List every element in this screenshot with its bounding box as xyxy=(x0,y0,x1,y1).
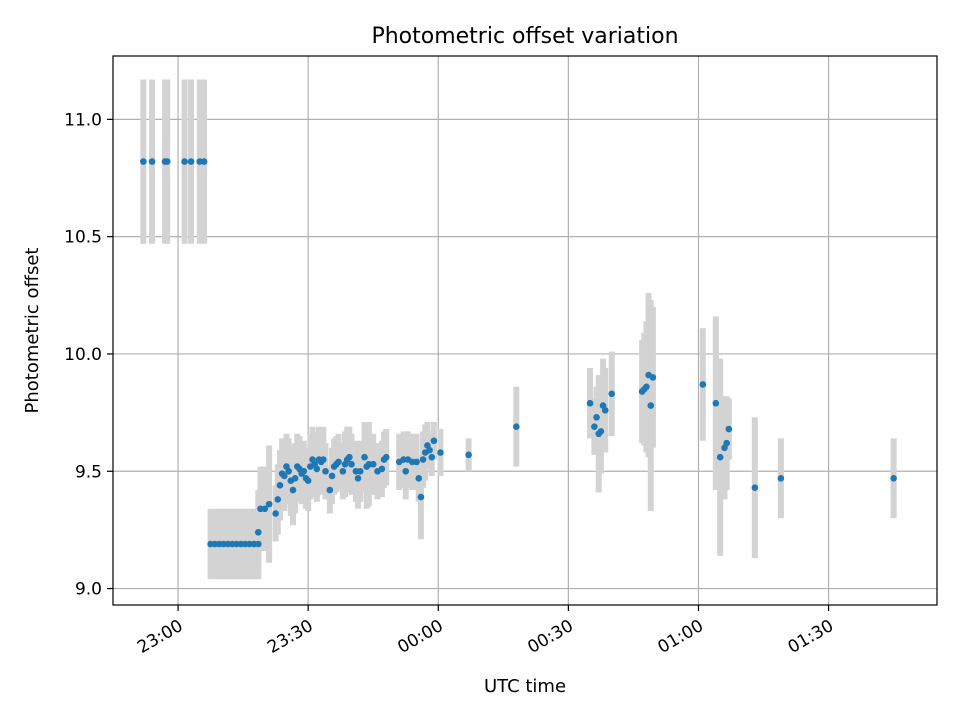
data-point xyxy=(465,451,472,459)
data-point xyxy=(513,423,520,430)
data-point xyxy=(723,439,730,447)
data-point xyxy=(586,399,594,407)
y-tick-label: 10.0 xyxy=(64,345,102,365)
data-point xyxy=(272,510,279,517)
data-point xyxy=(300,467,308,475)
data-point xyxy=(326,486,334,494)
data-point xyxy=(725,425,733,433)
data-point xyxy=(181,158,188,165)
x-tick-label: 00:00 xyxy=(394,616,446,658)
data-point xyxy=(348,460,355,468)
data-point xyxy=(356,467,364,475)
data-point xyxy=(378,465,386,473)
data-point xyxy=(148,158,156,165)
data-point xyxy=(649,374,657,381)
y-tick-label: 9.5 xyxy=(75,462,102,482)
plot-frame xyxy=(112,55,938,606)
data-point xyxy=(890,475,897,482)
data-point xyxy=(369,460,377,468)
data-point xyxy=(200,158,208,165)
data-point xyxy=(699,381,707,388)
data-point xyxy=(643,383,650,391)
data-point xyxy=(313,465,321,473)
data-point xyxy=(608,390,616,398)
data-point xyxy=(716,453,724,461)
data-point xyxy=(428,453,436,461)
data-point xyxy=(187,158,195,165)
data-point xyxy=(274,496,282,503)
x-axis-label: UTC time xyxy=(484,676,566,697)
data-point xyxy=(265,500,273,508)
data-point xyxy=(361,453,368,461)
data-point xyxy=(413,458,420,466)
y-axis-label: Photometric offset xyxy=(22,248,43,414)
data-point xyxy=(601,406,609,414)
data-point xyxy=(417,493,425,501)
data-point xyxy=(322,467,329,475)
data-points xyxy=(140,158,897,548)
data-point xyxy=(382,453,390,461)
grid xyxy=(113,56,937,605)
data-point xyxy=(712,399,720,407)
data-point xyxy=(276,482,284,489)
data-point xyxy=(261,505,269,513)
data-point xyxy=(593,414,600,421)
y-tick-label: 11.0 xyxy=(64,110,102,130)
y-tick-label: 10.5 xyxy=(64,228,102,248)
data-point xyxy=(254,540,262,548)
data-point xyxy=(281,472,288,480)
data-point xyxy=(430,437,438,445)
y-tick-label: 9.0 xyxy=(75,580,102,600)
data-point xyxy=(140,158,147,165)
data-point xyxy=(291,475,299,482)
data-point xyxy=(285,467,292,475)
data-point xyxy=(597,428,605,435)
data-point xyxy=(426,446,433,454)
x-tick-label: 00:30 xyxy=(524,616,576,658)
data-point xyxy=(254,528,262,536)
data-point xyxy=(289,486,297,494)
data-point xyxy=(591,423,598,430)
x-tick-label: 23:30 xyxy=(264,616,316,658)
data-point xyxy=(647,402,655,409)
data-point xyxy=(346,453,353,461)
data-point xyxy=(163,158,171,165)
errorbars xyxy=(140,79,897,580)
x-tick-label: 23:00 xyxy=(134,616,186,658)
data-point xyxy=(354,475,362,482)
x-tick-label: 01:00 xyxy=(655,616,707,658)
data-point xyxy=(335,458,342,466)
x-tick-label: 01:30 xyxy=(785,616,837,658)
data-point xyxy=(437,449,444,456)
data-point xyxy=(320,456,327,463)
data-point xyxy=(419,456,427,463)
data-point xyxy=(328,472,336,480)
data-point xyxy=(304,477,312,484)
chart-title: Photometric offset variation xyxy=(371,24,678,49)
data-point xyxy=(339,467,347,475)
data-point xyxy=(777,475,785,482)
data-point xyxy=(415,475,423,482)
data-point xyxy=(402,467,410,475)
data-point xyxy=(751,484,759,491)
